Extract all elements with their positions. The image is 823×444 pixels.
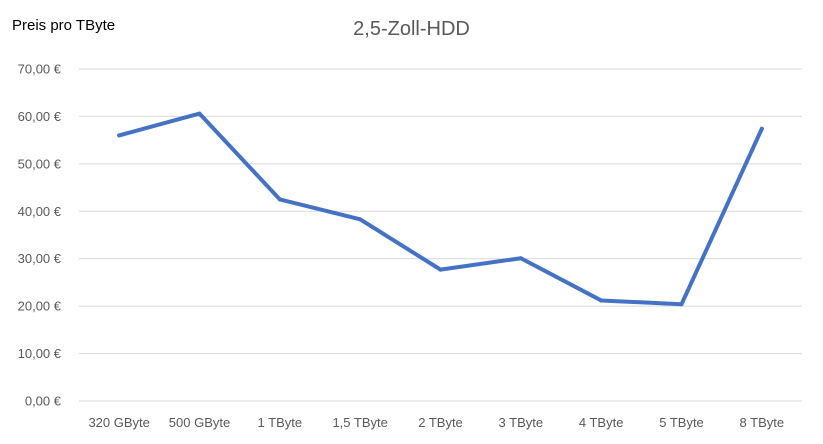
y-tick-label: 50,00 € (18, 156, 62, 171)
x-tick-label: 4 TByte (579, 415, 624, 430)
x-tick-label: 5 TByte (659, 415, 704, 430)
y-tick-label: 70,00 € (18, 62, 62, 77)
x-tick-label: 500 GByte (169, 415, 230, 430)
x-tick-label: 320 GByte (88, 415, 149, 430)
data-point (599, 298, 604, 303)
data-point (759, 126, 764, 131)
y-axis-title: Preis pro TByte (12, 17, 116, 34)
x-tick-label: 8 TByte (740, 415, 785, 430)
data-point (518, 256, 523, 261)
y-tick-label: 10,00 € (18, 346, 62, 361)
x-tick-labels: 320 GByte 500 GByte 1 TByte 1,5 TByte 2 TByt… (88, 415, 784, 430)
chart-title: 2,5-Zoll-HDD (353, 18, 470, 40)
data-point (679, 302, 684, 307)
y-tick-label: 30,00 € (18, 251, 62, 266)
x-tick-label: 1,5 TByte (332, 415, 387, 430)
data-point (438, 267, 443, 272)
data-point (117, 133, 122, 138)
data-point (197, 111, 202, 116)
x-tick-label: 1 TByte (258, 415, 303, 430)
y-tick-labels: 0,00 € 10,00 € 20,00 € 30,00 € 40,00 € 50,00 … (18, 62, 62, 409)
y-tick-label: 0,00 € (25, 394, 62, 409)
y-tick-label: 20,00 € (18, 299, 62, 314)
data-point (358, 217, 363, 222)
series-layer (117, 111, 764, 307)
y-tick-label: 40,00 € (18, 204, 62, 219)
series-line (117, 111, 764, 307)
x-tick-label: 2 TByte (418, 415, 463, 430)
x-tick-label: 3 TByte (499, 415, 544, 430)
y-tick-label: 60,00 € (18, 109, 62, 124)
data-point (277, 197, 282, 202)
